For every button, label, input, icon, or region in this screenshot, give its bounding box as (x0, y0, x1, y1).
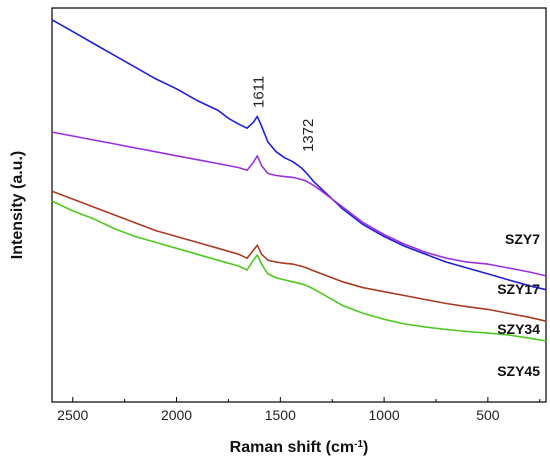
series-label-szy7: SZY7 (505, 231, 540, 247)
series-line-szy17 (51, 131, 547, 277)
annotation-layer: 1611 1372 (250, 76, 317, 152)
peak-annotation-1611: 1611 (250, 76, 267, 108)
x-axis-title: Raman shift (cm-1) (230, 439, 369, 457)
x-axis: 2500 2000 1500 1000 500 (57, 397, 541, 423)
y-axis-title: Intensity (a.u.) (9, 151, 26, 259)
x-axis-title-sup: -1 (354, 439, 363, 450)
plot-area: 2500 2000 1500 1000 500 SZY7SZY17SZY34SZY45 … (51, 7, 547, 423)
series-label-szy17: SZY17 (497, 281, 540, 297)
series-label-szy45: SZY45 (497, 363, 540, 379)
x-tick-label-1500: 1500 (265, 407, 296, 423)
series-line-szy34 (51, 190, 547, 322)
series-line-szy7 (51, 19, 547, 291)
x-axis-title-close: ) (363, 439, 368, 456)
peak-annotation-1372: 1372 (300, 119, 317, 152)
x-tick-label-2000: 2000 (161, 407, 192, 423)
series-line-szy45 (51, 200, 547, 342)
x-tick-label-2500: 2500 (57, 407, 88, 423)
series-label-layer: SZY7 SZY17 SZY34 SZY45 (497, 231, 540, 379)
x-tick-label-500: 500 (476, 407, 500, 423)
x-tick-label-1000: 1000 (369, 407, 400, 423)
x-axis-title-main: Raman shift (cm (230, 439, 354, 456)
series-label-szy34: SZY34 (497, 321, 540, 337)
series-layer (51, 19, 547, 342)
plot-frame (51, 7, 547, 403)
